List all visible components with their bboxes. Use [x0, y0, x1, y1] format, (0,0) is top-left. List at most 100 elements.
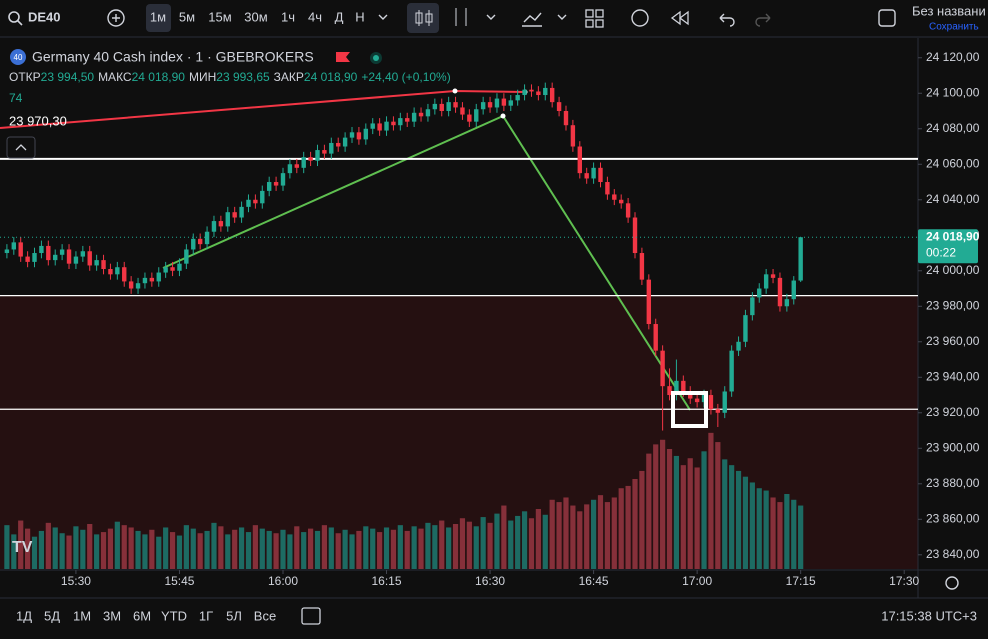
plot [0, 82, 918, 569]
volume-bar [763, 490, 769, 569]
candle-body [777, 277, 783, 307]
symbol[interactable]: DE40 [28, 9, 61, 24]
candle-body [18, 242, 23, 257]
candle-body [280, 173, 286, 186]
volume-bar [328, 527, 334, 569]
volume-bar [142, 534, 148, 569]
search-icon[interactable] [8, 11, 20, 23]
undo-icon[interactable] [719, 13, 735, 27]
candle-body [556, 102, 562, 112]
layouts-icon[interactable] [585, 9, 604, 28]
range-button[interactable]: 1М [73, 608, 91, 623]
candle-body [128, 281, 134, 289]
volume-bar [335, 533, 341, 569]
volume-bar [204, 530, 210, 569]
layout-icon[interactable] [878, 9, 896, 27]
volume-bar [791, 499, 797, 569]
candle-body [46, 245, 51, 261]
volume-bar [577, 511, 583, 569]
candle-body [584, 173, 589, 179]
candle-body [577, 146, 582, 174]
range-button[interactable]: 1Г [199, 608, 213, 623]
volume-bar [183, 525, 189, 569]
settings-icon[interactable] [945, 576, 959, 590]
range-button[interactable]: 1Д [16, 608, 32, 623]
interval-button[interactable]: Н [355, 9, 364, 24]
candle-body [266, 182, 272, 191]
volume-bar [611, 497, 617, 569]
ohlc-value: 24 018,90 [304, 70, 358, 84]
dropdown-icon[interactable] [378, 14, 388, 20]
candle-body [39, 245, 44, 254]
range-button[interactable]: 5Д [44, 608, 60, 623]
volume-bar [218, 526, 224, 569]
volume-bar [349, 534, 355, 569]
range-button[interactable]: 5Л [226, 608, 242, 623]
add-icon [112, 14, 120, 22]
interval-button[interactable]: 1м [150, 9, 166, 24]
candle-body [184, 249, 189, 264]
candle-body [467, 114, 472, 122]
volume-bar [590, 499, 597, 569]
ohlc-value: 23 994,50 [41, 70, 95, 84]
range-button[interactable]: Все [254, 608, 276, 623]
anchor [452, 88, 458, 94]
candle-body [411, 112, 417, 122]
candle-body [743, 315, 748, 342]
layout-name[interactable]: Без названи [912, 3, 986, 18]
candle-body [501, 98, 507, 106]
dropdown-icon[interactable] [486, 14, 496, 20]
y-tick-label: 23 880,00 [926, 476, 980, 490]
volume-bar [418, 528, 424, 569]
range-button[interactable]: 6М [133, 608, 151, 623]
volume-bar [452, 524, 459, 569]
ohlc-label: МИН [189, 70, 216, 84]
volume-bar [135, 530, 141, 569]
interval-button[interactable]: 4ч [308, 9, 322, 24]
y-tick-label: 24 000,00 [926, 263, 980, 277]
calendar-icon[interactable] [301, 607, 321, 625]
add-icon[interactable] [107, 9, 125, 27]
alert-icon[interactable] [631, 9, 649, 27]
interval-button[interactable]: Д [335, 9, 344, 24]
highlight-box[interactable] [671, 391, 708, 428]
volume-bar [94, 534, 100, 569]
candle-body [605, 182, 610, 195]
volume-bar [597, 495, 604, 569]
candle-body [770, 274, 776, 278]
volume-bar [570, 505, 576, 569]
collapse-icon [15, 144, 27, 151]
interval-button[interactable]: 5м [179, 9, 195, 24]
save-status[interactable]: Сохранить [929, 22, 979, 33]
volume-bar [756, 488, 762, 569]
candle-body [301, 157, 306, 168]
x-tick-label: 15:45 [164, 574, 194, 588]
candle-body [474, 109, 479, 122]
volume-bar [273, 533, 279, 569]
volume-bar [11, 534, 17, 569]
range-button[interactable]: 3М [103, 608, 121, 623]
volume-bar [308, 528, 314, 569]
interval-button[interactable]: 15м [208, 9, 231, 24]
bars-icon[interactable] [455, 8, 467, 26]
collapse-button[interactable] [6, 136, 36, 159]
interval-button[interactable]: 30м [244, 9, 267, 24]
replay-icon[interactable] [670, 10, 689, 26]
active-chart-type[interactable] [407, 3, 439, 33]
volume-bar [563, 497, 569, 569]
volume-bar [397, 525, 403, 569]
last-price-box [918, 229, 978, 264]
volume-bar [211, 522, 217, 569]
volume-bar [156, 536, 162, 569]
dropdown-icon[interactable] [557, 14, 567, 20]
candle-body [681, 380, 686, 392]
candle-body [356, 132, 362, 140]
candle-body [211, 221, 217, 232]
candle-body [791, 280, 796, 300]
indicators-icon[interactable] [522, 12, 542, 27]
range-button[interactable]: YTD [161, 608, 187, 623]
volume-bar [176, 535, 183, 569]
interval-button[interactable]: 1ч [281, 9, 295, 24]
